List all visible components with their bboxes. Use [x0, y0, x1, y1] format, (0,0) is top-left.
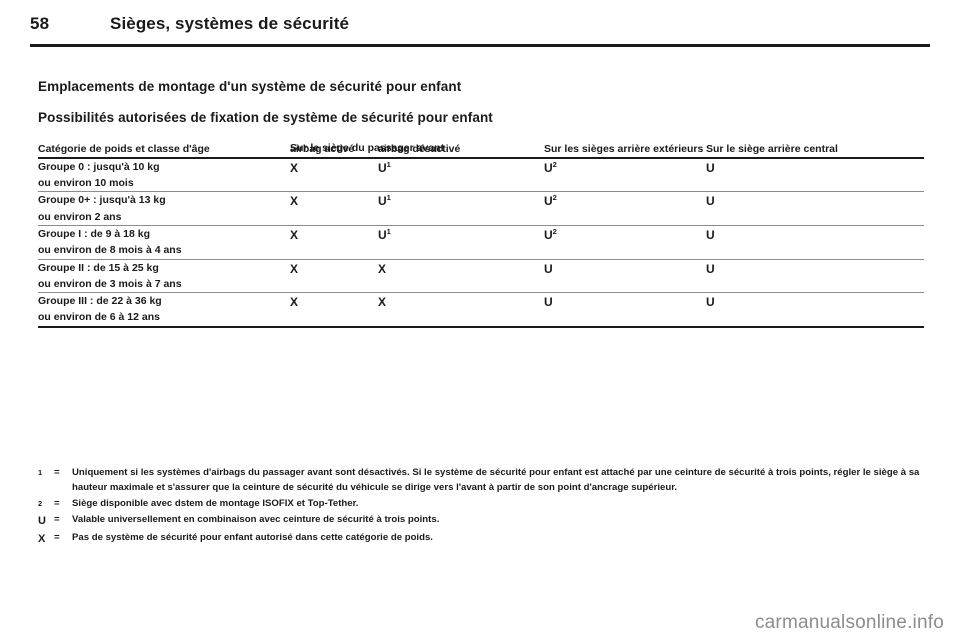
- footnote-key: U: [38, 514, 46, 527]
- cell-category: Groupe 0 : jusqu'à 10 kg ou environ 10 m…: [38, 157, 290, 193]
- footnote-text: Valable universellement en combinaison a…: [72, 513, 440, 525]
- cell-airbag-on: X: [290, 259, 378, 294]
- footnote-equals: =: [54, 531, 60, 543]
- cell-airbag-on: X: [290, 157, 378, 193]
- cell-airbag-on: X: [290, 225, 378, 260]
- cell-rear-center: U: [706, 259, 924, 294]
- footnote-marker: 1: [386, 226, 391, 236]
- category-line-1: Groupe 0+ : jusqu'à 13 kg: [38, 194, 166, 207]
- column-header-airbag-on: airbag activé: [290, 142, 378, 159]
- category-line-2: ou environ de 3 mois à 7 ans: [38, 277, 182, 290]
- category-line-1: Groupe 0 : jusqu'à 10 kg: [38, 160, 160, 173]
- section-heading-secondary: Possibilités autorisées de fixation de s…: [38, 110, 493, 125]
- column-header-category: Catégorie de poids et classe d'âge: [38, 142, 290, 159]
- table-row: Groupe III : de 22 à 36 kg ou environ de…: [38, 292, 924, 328]
- footnote-item: 1 = Uniquement si les systèmes d'airbags…: [38, 466, 928, 496]
- cell-category: Groupe I : de 9 à 18 kg ou environ de 8 …: [38, 225, 290, 260]
- category-line-2: ou environ de 8 mois à 4 ans: [38, 244, 182, 257]
- cell-rear-outer: U2: [544, 225, 706, 260]
- cell-category: Groupe III : de 22 à 36 kg ou environ de…: [38, 292, 290, 328]
- footnote-equals: =: [54, 497, 60, 509]
- footnotes-block: 1 = Uniquement si les systèmes d'airbags…: [38, 466, 928, 549]
- cell-rear-center: U: [706, 225, 924, 260]
- table-row: Groupe I : de 9 à 18 kg ou environ de 8 …: [38, 225, 924, 260]
- cell-rear-outer: U2: [544, 191, 706, 226]
- cell-airbag-off: U1: [378, 191, 544, 226]
- footnote-item: X = Pas de système de sécurité pour enfa…: [38, 531, 928, 548]
- header-divider: [30, 44, 930, 47]
- footnote-marker: 2: [552, 159, 557, 169]
- category-line-1: Groupe II : de 15 à 25 kg: [38, 261, 159, 274]
- chapter-title: Sièges, systèmes de sécurité: [110, 14, 350, 33]
- running-header: 58 Sièges, systèmes de sécurité: [30, 14, 930, 44]
- cell-airbag-on: X: [290, 292, 378, 328]
- cell-rear-outer: U: [544, 292, 706, 328]
- table-row: Groupe II : de 15 à 25 kg ou environ de …: [38, 259, 924, 294]
- footnote-marker: 1: [386, 193, 391, 203]
- cell-rear-center: U: [706, 157, 924, 193]
- cell-rear-outer: U: [544, 259, 706, 294]
- footnote-key: 1: [38, 468, 43, 477]
- child-restraint-table: Sur le siège du passager avant Catégorie…: [38, 142, 924, 328]
- category-line-2: ou environ 10 mois: [38, 177, 134, 190]
- footnote-text: Siège disponible avec dstem de montage I…: [72, 497, 359, 509]
- category-line-1: Groupe III : de 22 à 36 kg: [38, 295, 162, 308]
- footnote-text: Uniquement si les systèmes d'airbags du …: [72, 467, 920, 493]
- site-watermark: carmanualsonline.info: [754, 612, 944, 633]
- table-body: Groupe 0 : jusqu'à 10 kg ou environ 10 m…: [38, 157, 924, 328]
- footnote-key: X: [38, 532, 46, 545]
- footnote-item: 2 = Siège disponible avec dstem de monta…: [38, 497, 928, 512]
- cell-rear-center: U: [706, 191, 924, 226]
- category-line-2: ou environ 2 ans: [38, 210, 122, 223]
- footnote-equals: =: [54, 467, 60, 478]
- cell-category: Groupe 0+ : jusqu'à 13 kg ou environ 2 a…: [38, 191, 290, 226]
- section-heading-primary: Emplacements de montage d'un système de …: [38, 79, 462, 94]
- cell-airbag-off: U1: [378, 225, 544, 260]
- cell-rear-outer: U2: [544, 157, 706, 193]
- footnote-text: Pas de système de sécurité pour enfant a…: [72, 531, 433, 543]
- footnote-equals: =: [54, 513, 60, 525]
- table-row: Groupe 0+ : jusqu'à 13 kg ou environ 2 a…: [38, 191, 924, 226]
- footnote-key: 2: [38, 498, 43, 508]
- cell-airbag-off: X: [378, 292, 544, 328]
- footnote-item: U = Valable universellement en combinais…: [38, 513, 928, 530]
- table-span-header: Sur le siège du passager avant: [290, 142, 445, 154]
- category-line-1: Groupe I : de 9 à 18 kg: [38, 227, 151, 240]
- page-number: 58: [30, 14, 50, 33]
- footnote-marker: 2: [552, 226, 557, 236]
- column-header-airbag-off: airbag désactivé: [378, 142, 544, 159]
- cell-airbag-on: X: [290, 191, 378, 226]
- cell-rear-center: U: [706, 292, 924, 328]
- cell-airbag-off: U1: [378, 157, 544, 193]
- footnote-marker: 1: [386, 159, 391, 169]
- cell-airbag-off: X: [378, 259, 544, 294]
- cell-category: Groupe II : de 15 à 25 kg ou environ de …: [38, 259, 290, 294]
- footnote-marker: 2: [552, 193, 557, 203]
- column-header-rear-outer: Sur les sièges arrière extérieurs: [544, 142, 706, 159]
- table-row: Groupe 0 : jusqu'à 10 kg ou environ 10 m…: [38, 157, 924, 193]
- column-header-rear-center: Sur le siège arrière central: [706, 142, 924, 159]
- category-line-2: ou environ de 6 à 12 ans: [38, 311, 160, 324]
